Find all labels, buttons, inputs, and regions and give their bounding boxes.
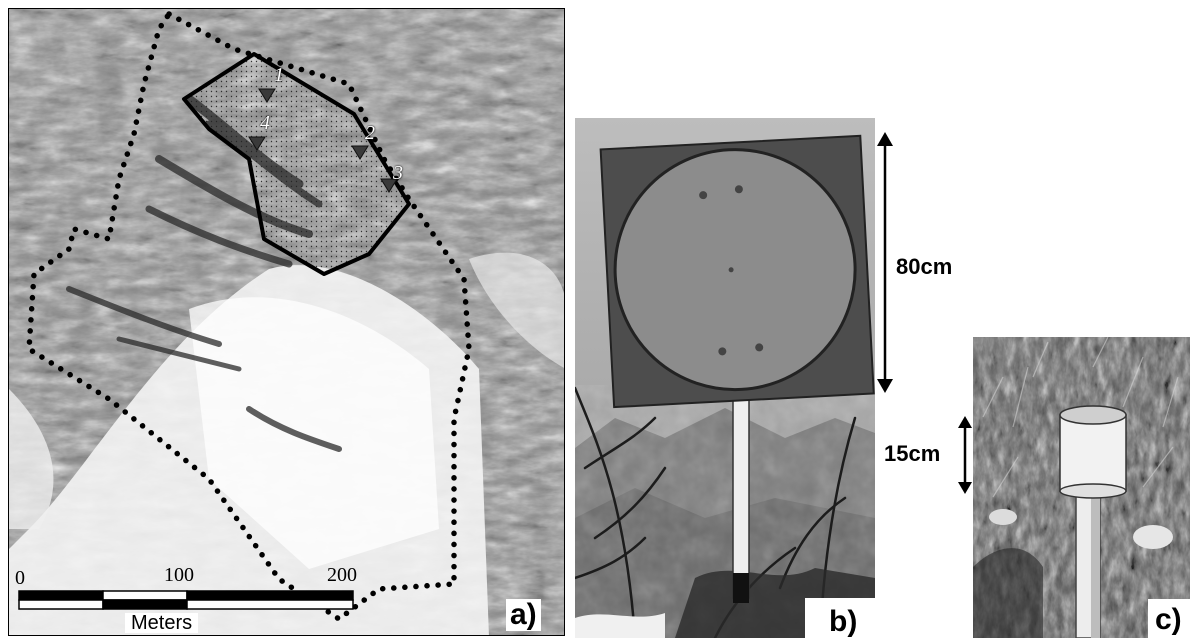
scale-unit: Meters <box>125 613 199 633</box>
ground-marker-photo <box>973 337 1190 638</box>
scale-tick-0: 0 <box>15 567 25 589</box>
marker-label-3: 3 <box>393 162 403 184</box>
aerial-photo <box>9 9 564 635</box>
marker-4 <box>248 136 266 151</box>
dimension-label-15cm: 15cm <box>884 441 941 466</box>
marker-1 <box>258 88 276 103</box>
scale-tick-100: 100 <box>164 564 194 586</box>
landslide-outline <box>26 10 472 623</box>
marker-label-4: 4 <box>260 112 270 134</box>
marker-label-2: 2 <box>365 122 375 144</box>
height-arrow-80cm <box>877 132 893 393</box>
dimension-label-80cm: 80cm <box>896 254 953 279</box>
panel-label-a: a) <box>506 599 541 631</box>
scale-tick-200: 200 <box>327 564 357 586</box>
marker-3 <box>380 178 398 193</box>
ground-marker-photo-panel: c) <box>973 337 1190 638</box>
marker-label-1: 1 <box>274 64 284 86</box>
marker-2 <box>351 145 369 160</box>
panel-label-c: c) <box>1151 604 1186 636</box>
target-board-photo-panel: b) <box>575 118 875 638</box>
panel-label-b: b) <box>825 606 862 638</box>
target-board-photo <box>575 118 875 638</box>
height-arrow-15cm <box>958 416 972 494</box>
deposit-outline <box>182 52 411 276</box>
scale-bar <box>18 590 354 610</box>
aerial-photo-panel: 1 2 3 4 0 100 200 Meters a) <box>8 8 565 636</box>
